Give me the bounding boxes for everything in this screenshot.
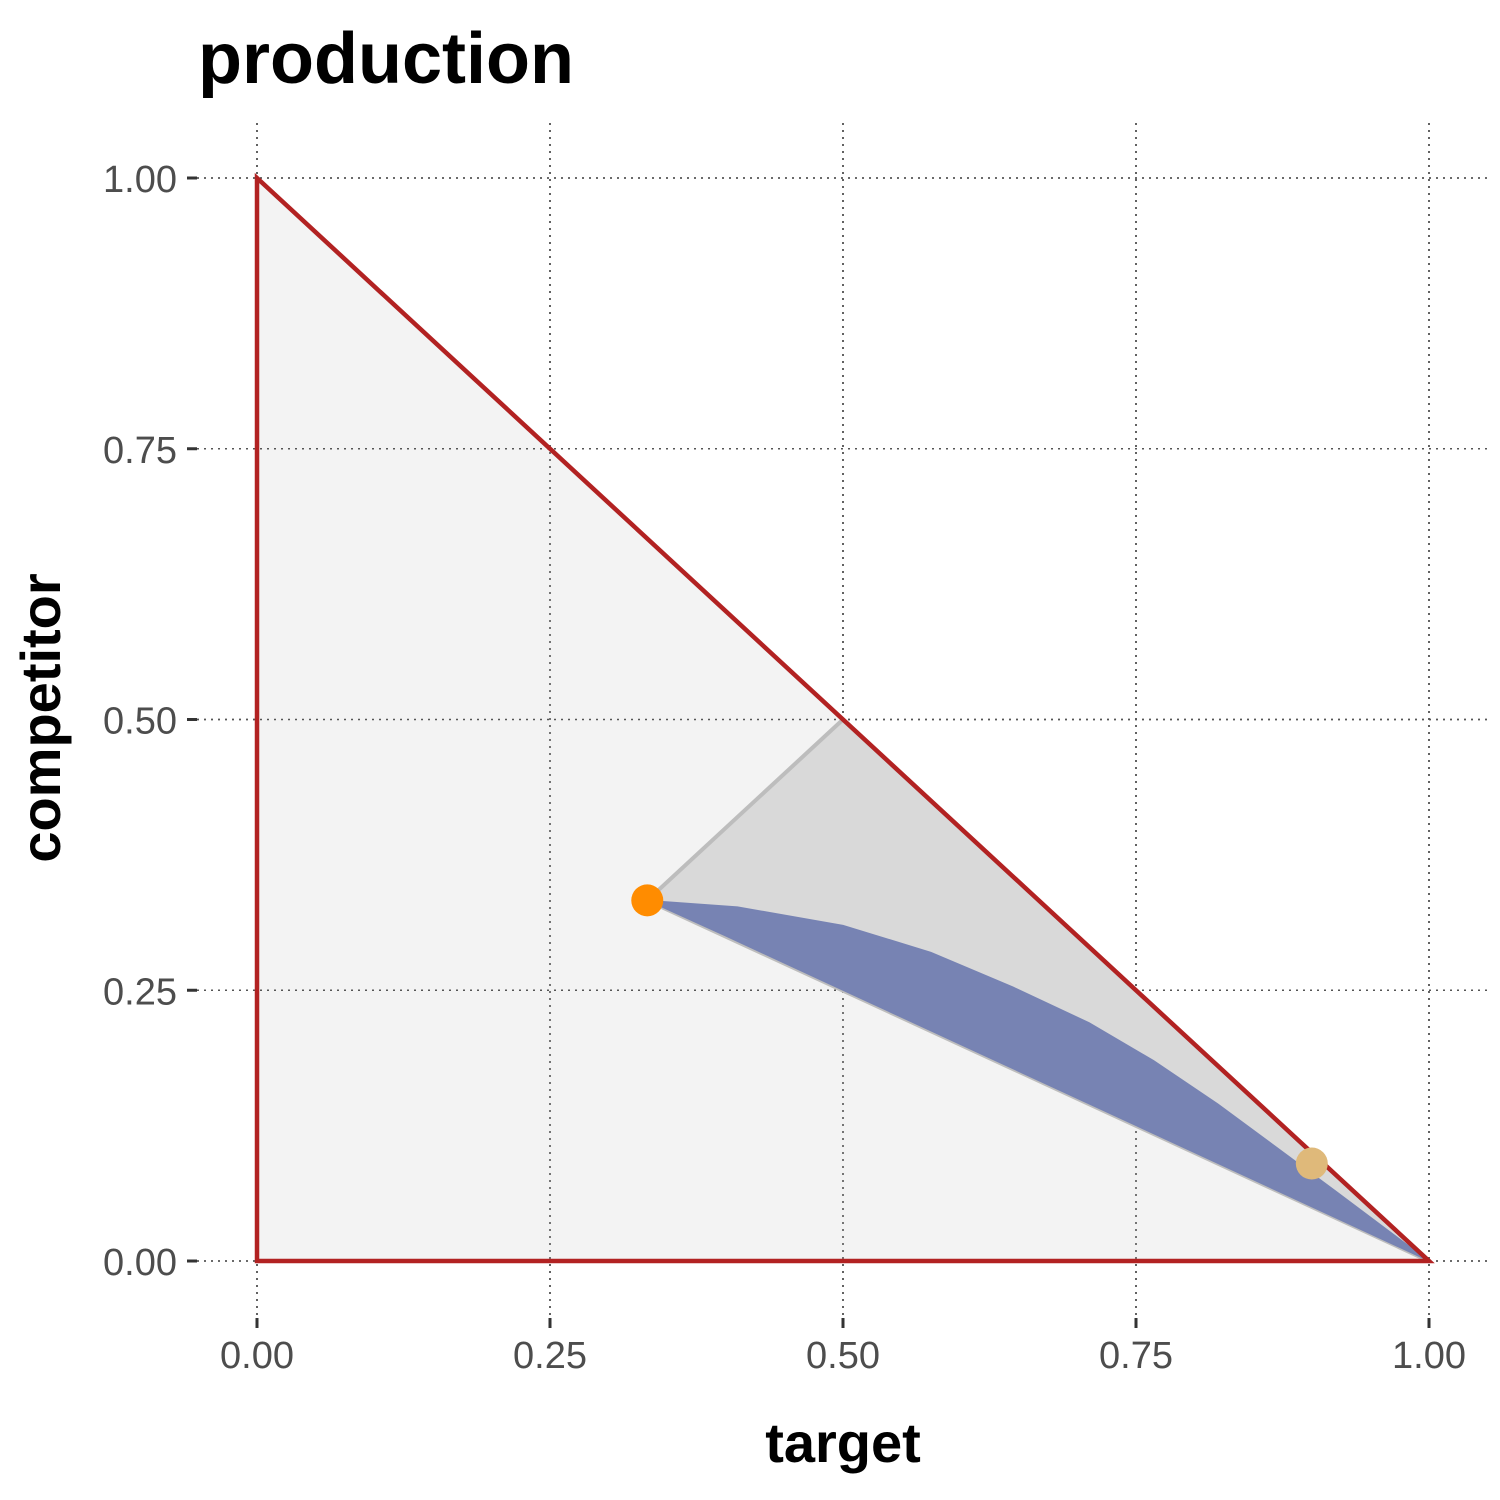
y-tick-label: 0.25 [103,971,177,1013]
data-point-2 [1295,1147,1328,1180]
x-tick-label: 0.00 [220,1335,294,1377]
y-tick-label: 0.75 [103,430,177,472]
data-point-1 [631,884,664,917]
x-tick-label: 0.25 [513,1335,587,1377]
y-axis-title: competitor [9,573,72,862]
blue-region [647,899,1430,1262]
y-tick-label: 0.50 [103,701,177,743]
simplex-outline [254,172,1435,1264]
plot-area [197,123,1490,1318]
chart-title: production [198,19,574,99]
x-axis-title: target [765,1411,921,1474]
y-tick-label: 0.00 [103,1242,177,1284]
x-tick-label: 1.00 [1392,1335,1466,1377]
axes: 0.00 0.25 0.50 0.75 1.00 0.00 0.25 0.50 0.75 1.00 [103,159,1466,1377]
y-tick-label: 1.00 [103,159,177,201]
x-tick-label: 0.50 [806,1335,880,1377]
x-tick-label: 0.75 [1099,1335,1173,1377]
